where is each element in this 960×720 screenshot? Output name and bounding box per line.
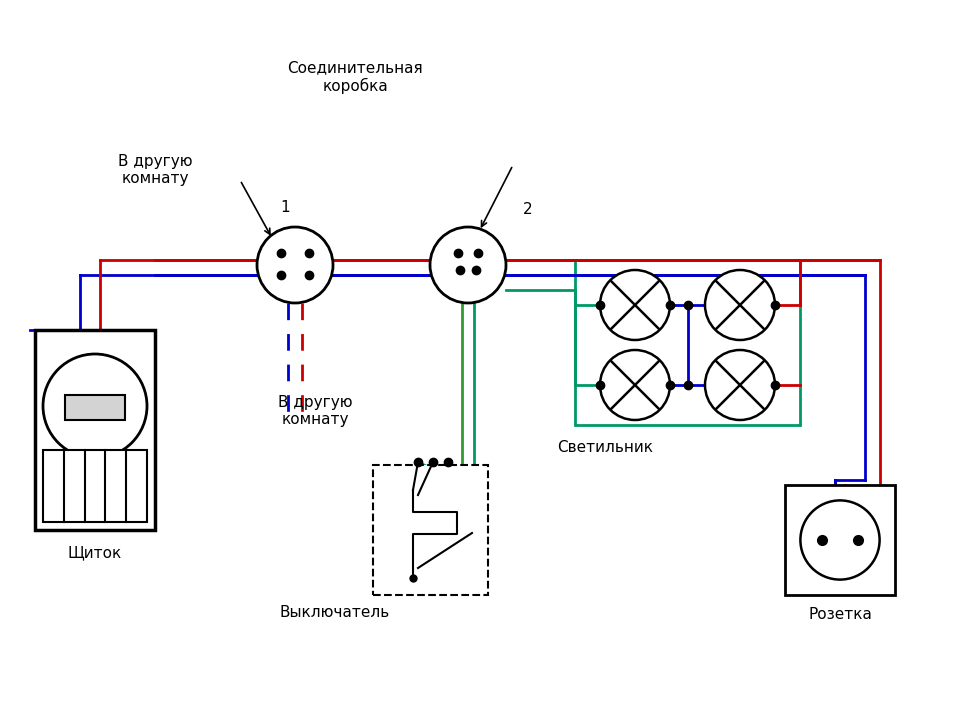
- Circle shape: [600, 350, 670, 420]
- Text: Светильник: Светильник: [557, 440, 653, 455]
- Text: Щиток: Щиток: [68, 545, 122, 560]
- Text: 2: 2: [523, 202, 533, 217]
- Text: В другую
комнату: В другую комнату: [118, 154, 192, 186]
- Bar: [43, 450, 147, 522]
- Bar: [785, 485, 895, 595]
- Circle shape: [43, 354, 147, 458]
- Bar: [65, 395, 125, 420]
- Text: Розетка: Розетка: [808, 607, 872, 622]
- Text: Соединительная
коробка: Соединительная коробка: [287, 60, 422, 94]
- Circle shape: [705, 270, 775, 340]
- Bar: [35, 330, 155, 530]
- Bar: [372, 465, 488, 595]
- Circle shape: [705, 350, 775, 420]
- Text: Выключатель: Выключатель: [280, 605, 390, 620]
- Circle shape: [257, 227, 333, 303]
- Circle shape: [600, 270, 670, 340]
- Text: 1: 1: [280, 200, 290, 215]
- Text: В другую
комнату: В другую комнату: [277, 395, 352, 428]
- Bar: [575, 260, 800, 425]
- Circle shape: [430, 227, 506, 303]
